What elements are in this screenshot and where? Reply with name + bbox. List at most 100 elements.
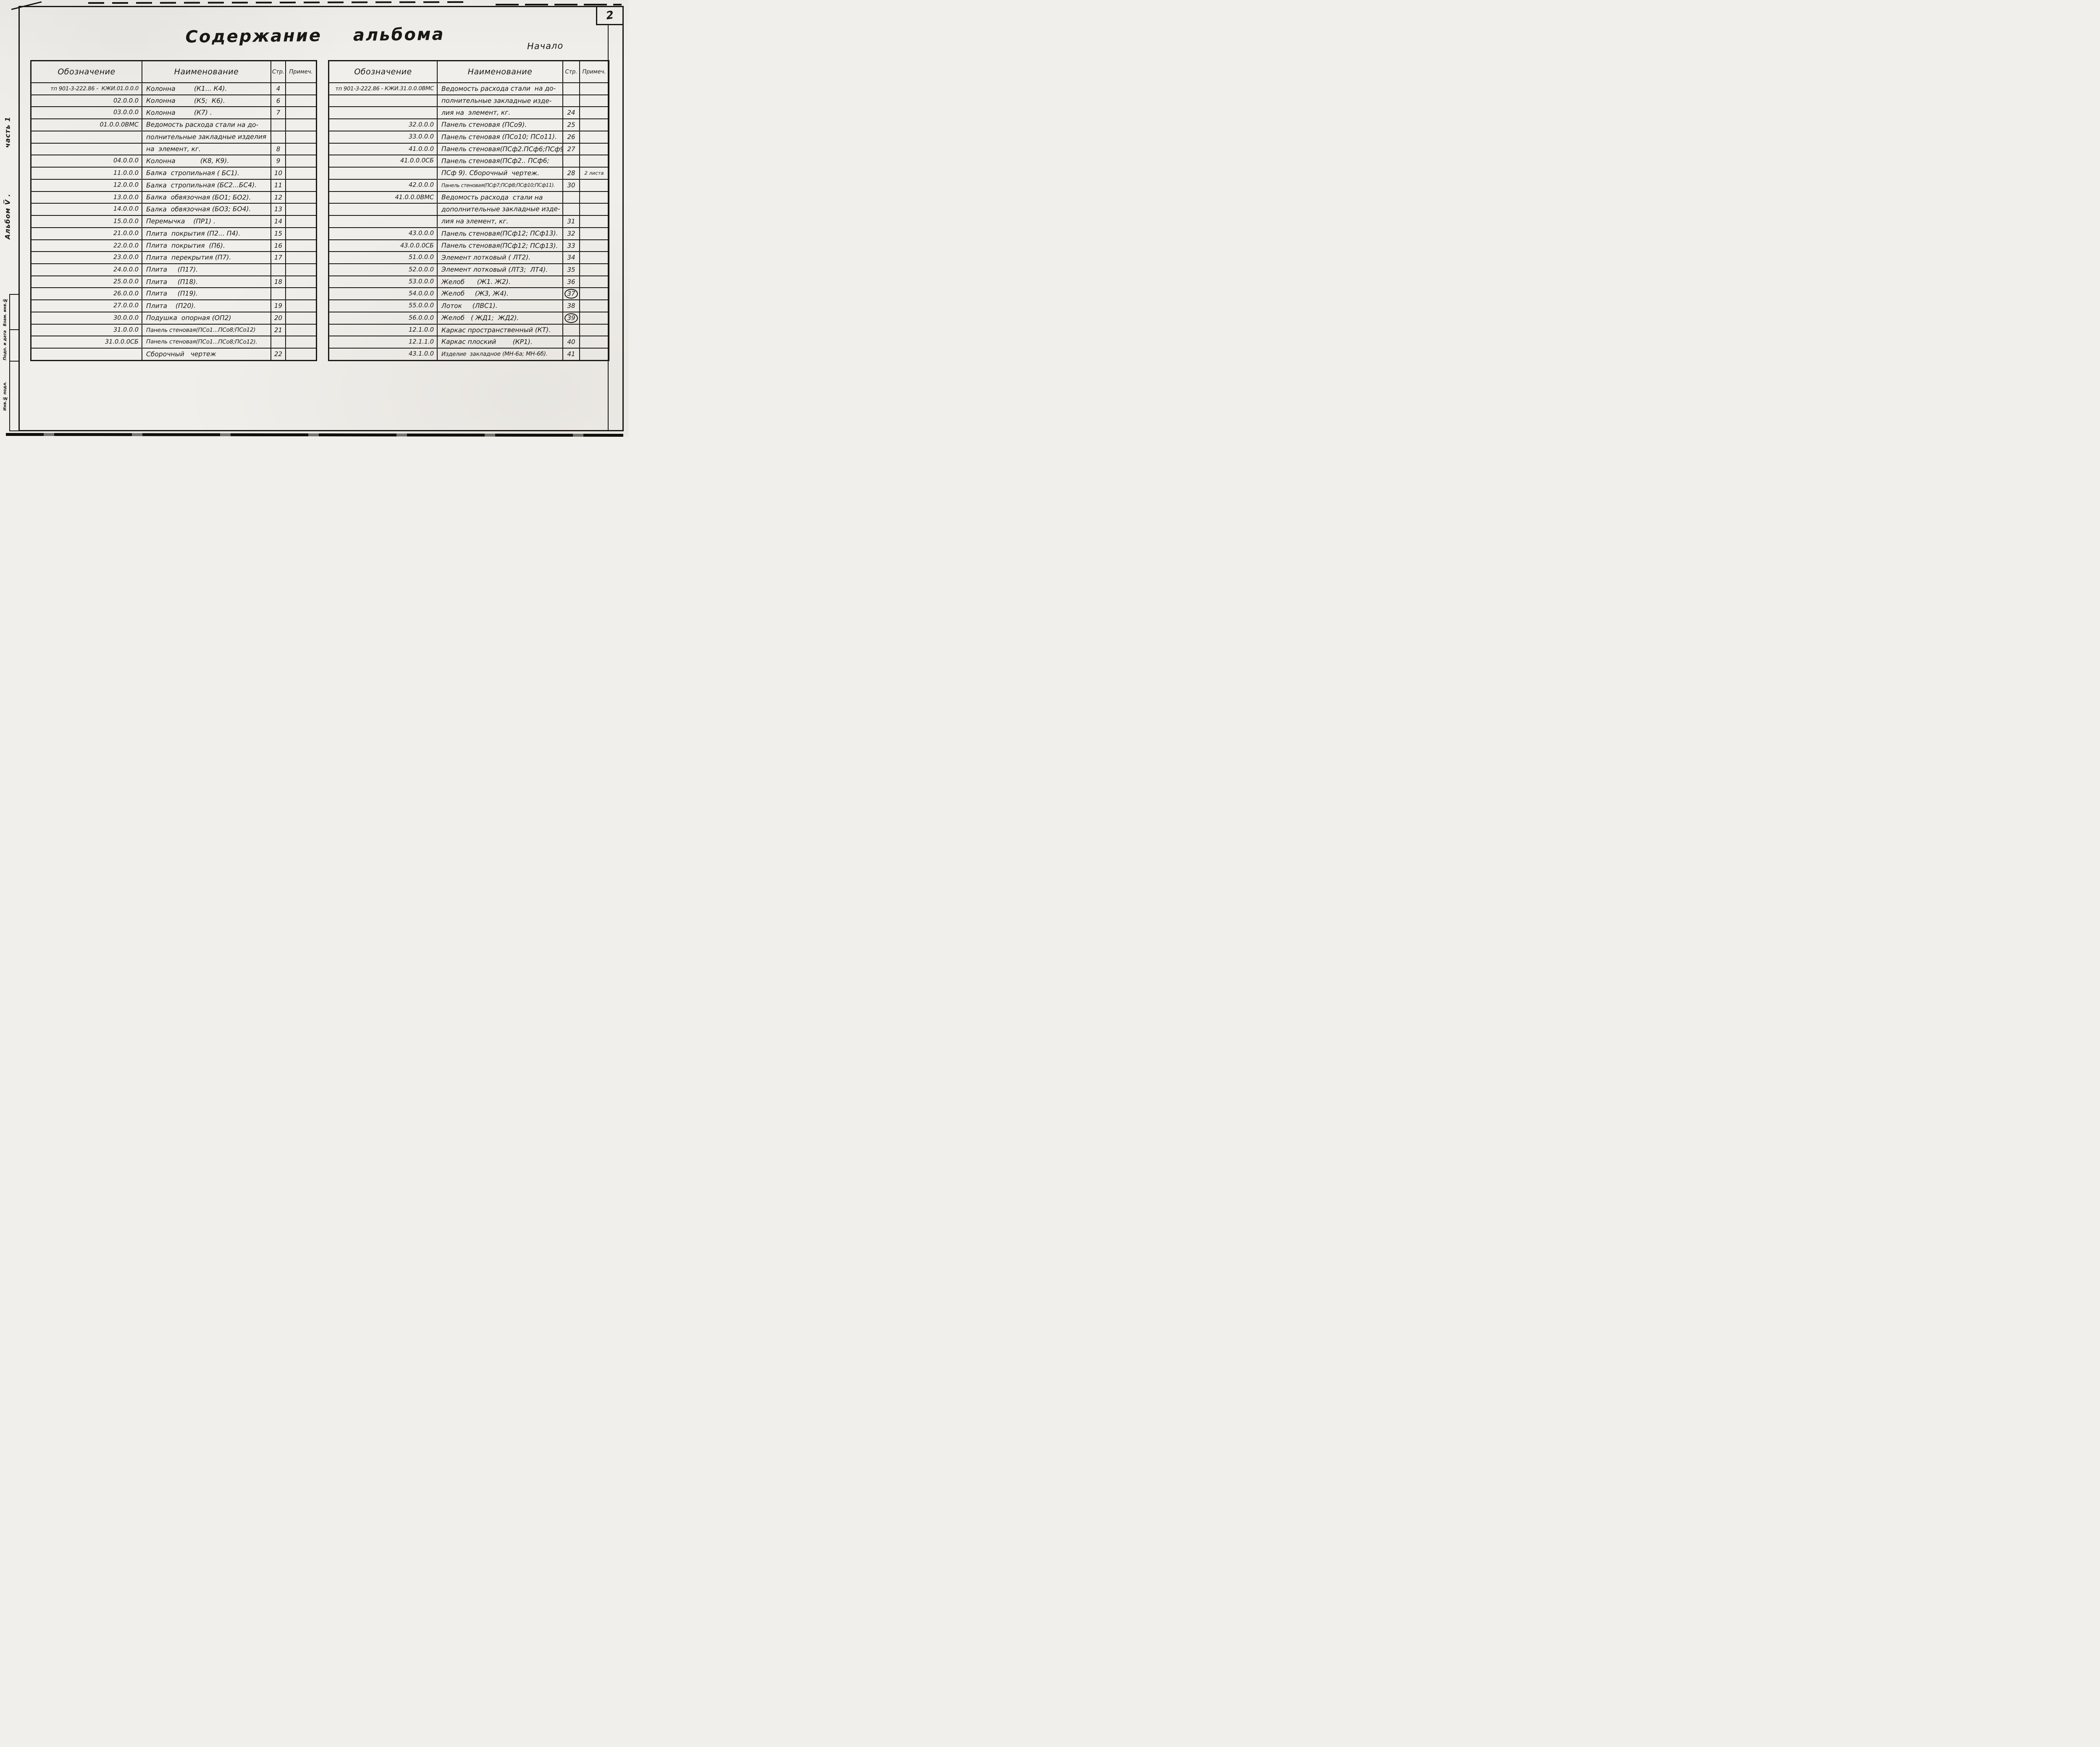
row-designation: 43.0.0.0 (409, 230, 434, 237)
page-number (570, 100, 572, 102)
row-name: полнительные закладные изделия (141, 131, 271, 143)
table-row: 12.0.0.0 Балка стропильная (БС2...БС4). … (32, 178, 316, 191)
row-name: Плита (П18). (141, 276, 271, 288)
table-row: 53.0.0.0 Желоб (Ж1. Ж2). 36 (329, 275, 609, 288)
row-note (285, 228, 316, 239)
row-designation: 12.1.0.0 (409, 326, 434, 333)
row-page-cell: 12 (270, 191, 286, 203)
row-designation: 41.0.0.0ВМС (395, 194, 434, 201)
page-number: 30 (567, 181, 575, 189)
row-page-cell: 31 (562, 216, 580, 227)
row-note (285, 240, 316, 252)
row-name: Каркас плоский (КР1). (436, 336, 563, 348)
row-name: Панель стеновая(ПСф12; ПСф13). (436, 228, 563, 240)
page-number: 6 (276, 97, 281, 105)
row-designation: 30.0.0.0 (113, 315, 139, 322)
table-row: 24.0.0.0 Плита (П17). (32, 263, 316, 276)
row-name: лия на элемент, кг. (436, 215, 563, 228)
row-page-cell (562, 191, 580, 203)
row-note (579, 240, 609, 252)
row-designation: 41.0.0.0 (409, 146, 434, 153)
page-number: 37 (564, 289, 578, 299)
page-number (570, 160, 572, 162)
row-page-cell: 11 (270, 179, 286, 191)
row-designation: 12.0.0.0 (113, 181, 139, 189)
stamp-label-podp-data: Подп. и дата (3, 330, 8, 361)
table-row: 02.0.0.0 Колонна (К5; К6). 6 (32, 94, 316, 107)
table-row: 33.0.0.0 Панель стеновая (ПСо10; ПСо11).… (329, 130, 609, 143)
row-page-cell: 38 (562, 300, 580, 312)
row-designation (32, 143, 142, 155)
row-designation: 32.0.0.0 (409, 121, 434, 129)
row-page-cell: 24 (562, 107, 580, 119)
row-name: Колонна (К8, К9). (141, 155, 271, 167)
row-name: Желоб (Ж3, Ж4). (436, 288, 563, 300)
row-page-cell: 35 (562, 264, 580, 275)
row-name: дополнительные закладные изде- (436, 203, 563, 215)
table-row: 01.0.0.0ВМС Ведомость расхода стали на д… (32, 118, 316, 131)
row-name: Лоток (ЛВС1). (436, 300, 563, 312)
page-number (570, 329, 572, 331)
page-number (570, 197, 572, 198)
table-row: 42.0.0.0 Панель стеновая(ПСф7;ПСф8;ПСф10… (329, 178, 609, 191)
row-page-cell: 6 (270, 95, 286, 107)
row-page-cell: 30 (562, 179, 580, 191)
page-number: 34 (567, 254, 575, 262)
table-row: ПСф 9). Сборочный чертеж. 28 2 листа (329, 167, 609, 179)
table-row: тп 901-3-222.86 - КЖИ.31.0.0.0ВМС Ведомо… (329, 83, 609, 95)
row-page-cell: 36 (562, 276, 580, 288)
row-designation: 54.0.0.0 (409, 291, 434, 298)
row-note (285, 204, 316, 215)
stamp-label-inv-podl: Инв.№ подл. (3, 381, 8, 411)
row-page-cell: 37 (562, 288, 580, 300)
row-designation (32, 349, 142, 360)
stamp-box-podp-data (9, 329, 18, 362)
row-designation: 43.0.0.0СБ (400, 242, 434, 249)
table-row: 41.0.0.0СБ Панель стеновая(ПСф2.. ПСф6; (329, 155, 609, 167)
row-designation: 52.0.0.0 (409, 266, 434, 273)
table-row: 14.0.0.0 Балка обвязочная (БО3; БО4). 13 (32, 203, 316, 215)
row-designation: 03.0.0.0 (113, 109, 139, 116)
row-name: Элемент лотковый ( ЛТ2). (436, 252, 563, 264)
row-name: Желоб (Ж1. Ж2). (436, 276, 563, 288)
table-row: 41.0.0.0ВМС Ведомость расхода стали на (329, 191, 609, 203)
sheet-number-box: 2 (596, 6, 624, 25)
row-note (579, 131, 609, 143)
row-name: Балка обвязочная (БО1; БО2). (141, 191, 271, 203)
row-note (285, 336, 316, 348)
table-header-row: Обозначение Наименование Стр. Примеч. (32, 61, 316, 83)
row-note (285, 168, 316, 179)
row-name: Панель стеновая (ПСо9). (436, 119, 563, 131)
row-designation: 26.0.0.0 (113, 291, 139, 298)
table-row: 12.1.1.0 Каркас плоский (КР1). 40 (329, 336, 609, 348)
row-note (579, 215, 609, 227)
page-number (570, 209, 572, 210)
page-number: 38 (567, 302, 575, 310)
page-number: 35 (567, 265, 575, 273)
row-note (285, 179, 316, 191)
row-note (579, 312, 609, 324)
table-row: 21.0.0.0 Плита покрытия (П2... П4). 15 (32, 227, 316, 240)
row-designation: 31.0.0.0СБ (105, 338, 139, 346)
row-designation: 14.0.0.0 (113, 206, 139, 213)
row-name: Плита покрытия (П6). (141, 240, 271, 252)
start-label: Начало (527, 40, 564, 52)
table-row: 15.0.0.0 Перемычка (ПР1) . 14 (32, 215, 316, 228)
row-name: Балка стропильная ( БС1). (141, 167, 271, 179)
table-row: 11.0.0.0 Балка стропильная ( БС1). 10 (32, 167, 316, 179)
row-page-cell: 26 (562, 131, 580, 143)
page-number (277, 136, 279, 138)
row-page-cell: 33 (562, 240, 580, 252)
row-page-cell: 13 (270, 204, 286, 215)
row-page-cell: 4 (270, 83, 286, 94)
row-name: Балка обвязочная (БО3; БО4). (141, 203, 271, 215)
row-note (579, 324, 609, 336)
table-row: 52.0.0.0 Элемент лотковый (ЛТ3; ЛТ4). 35 (329, 263, 609, 276)
row-page-cell: 15 (270, 228, 286, 239)
row-page-cell: 34 (562, 252, 580, 264)
column-header-designation: Обозначение (58, 67, 116, 76)
row-name: Панель стеновая(ПСо1...ПСо8;ПСо12) (141, 324, 271, 336)
page-number: 9 (276, 157, 281, 165)
page-number: 39 (564, 313, 578, 323)
row-designation (329, 107, 437, 119)
